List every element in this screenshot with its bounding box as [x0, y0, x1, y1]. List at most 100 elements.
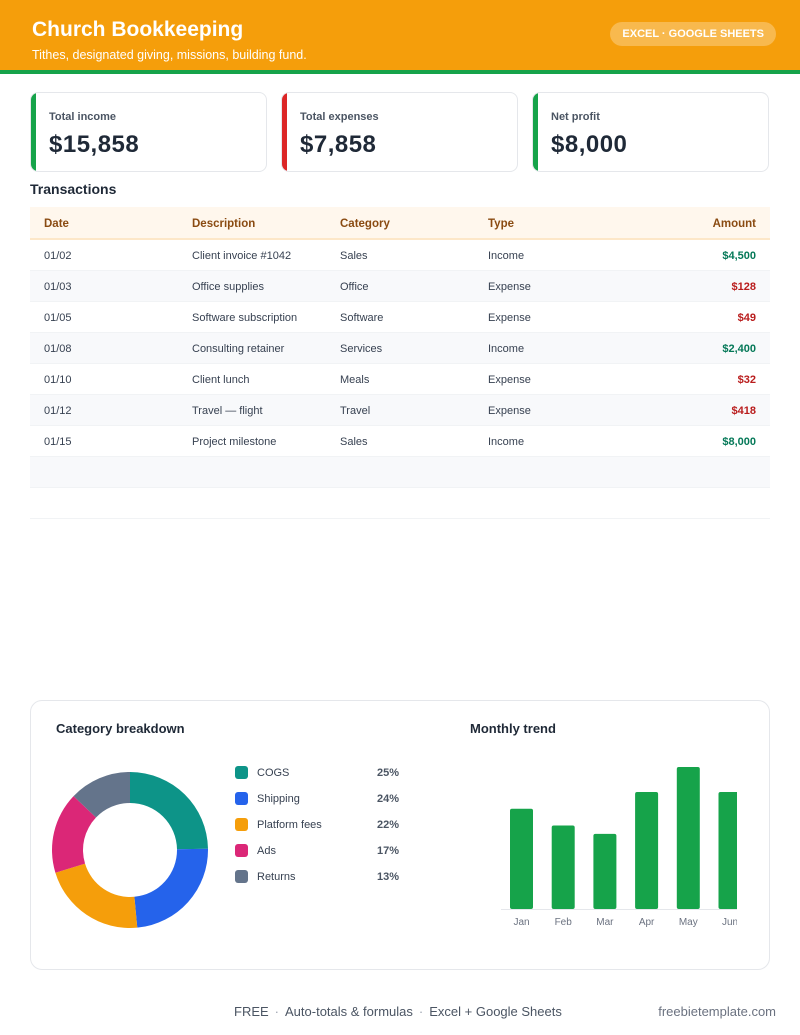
donut-slice-returns	[73, 772, 130, 818]
cell-date: 01/03	[44, 281, 72, 293]
table-row: 01/05 Software subscription Software Expens…	[30, 302, 770, 333]
x-tick-label: Jun	[722, 917, 737, 928]
card-label: Net profit	[551, 111, 600, 123]
cell-type: Expense	[488, 281, 531, 293]
card-accent	[31, 93, 36, 171]
cell-category: Office	[340, 281, 369, 293]
donut-slice-platform-fees	[55, 863, 138, 928]
legend-swatch	[235, 818, 248, 831]
monthly-trend-title: Monthly trend	[470, 721, 556, 736]
footer-item-free: FREE	[234, 1004, 269, 1019]
card-value: $8,000	[551, 131, 628, 158]
card-value: $15,858	[49, 131, 140, 158]
card-accent	[282, 93, 287, 171]
cell-description: Project milestone	[192, 436, 277, 448]
footer-site-link[interactable]: freebietemplate.com	[658, 1004, 776, 1019]
cell-category: Travel	[340, 405, 371, 417]
cell-type: Expense	[488, 374, 531, 386]
cell-description: Office supplies	[192, 281, 264, 293]
x-tick-label: Feb	[555, 917, 573, 928]
transactions-title: Transactions	[30, 181, 117, 197]
card-accent	[533, 93, 538, 171]
bar-may	[676, 767, 700, 909]
cell-description: Consulting retainer	[192, 343, 285, 355]
card-label: Total income	[49, 111, 117, 123]
legend-item: Ads 17%	[235, 844, 405, 858]
cell-type: Income	[488, 250, 525, 262]
separator-dot: ·	[274, 1004, 280, 1019]
cell-amount: $32	[737, 374, 756, 386]
header-banner: Church Bookkeeping Tithes, designated gi…	[0, 0, 800, 70]
cell-category: Meals	[340, 374, 370, 386]
cell-category: Sales	[340, 436, 368, 448]
page-title: Church Bookkeeping	[32, 18, 244, 41]
legend-swatch	[235, 792, 248, 805]
cell-type: Income	[488, 343, 525, 355]
legend-item: Returns 13%	[235, 870, 405, 884]
format-badge: EXCEL · GOOGLE SHEETS	[610, 22, 776, 46]
category-donut-chart	[52, 772, 208, 928]
cell-description: Client invoice #1042	[192, 250, 292, 262]
legend-label: Returns	[257, 871, 296, 883]
bar-jan	[510, 808, 533, 909]
cell-description: Software subscription	[192, 312, 298, 324]
table-row: 01/08 Consulting retainer Services Income $2…	[30, 333, 770, 364]
empty-table-row	[30, 457, 770, 488]
legend-item: Platform fees 22%	[235, 818, 405, 832]
table-header: Date Description Category Type Amount	[30, 207, 770, 240]
empty-table-row	[30, 488, 770, 519]
cell-date: 01/10	[44, 374, 72, 386]
card-value: $7,858	[300, 131, 377, 158]
table-row: 01/03 Office supplies Office Expense $128	[30, 271, 770, 302]
legend-swatch	[235, 766, 248, 779]
cell-description: Client lunch	[192, 374, 250, 386]
x-tick-label: May	[679, 917, 698, 928]
donut-slice-cogs	[130, 772, 208, 850]
table-row: 01/12 Travel — flight Travel Expense $418	[30, 395, 770, 426]
cell-description: Travel — flight	[192, 405, 263, 417]
cell-amount: $8,000	[722, 436, 756, 448]
column-header-category: Category	[340, 218, 390, 230]
transactions-table: Date Description Category Type Amount 01…	[30, 207, 770, 519]
bar-feb	[551, 825, 575, 909]
column-header-type: Type	[488, 218, 514, 230]
legend-label: Ads	[257, 845, 276, 857]
cell-date: 01/15	[44, 436, 72, 448]
net-profit-card: Net profit $8,000	[532, 92, 769, 172]
legend-percent: 24%	[376, 793, 399, 805]
header-stripe	[0, 70, 800, 74]
monthly-trend-chart: Jan Feb Mar Apr May Jun	[501, 767, 737, 928]
legend-percent: 22%	[376, 819, 399, 831]
cell-category: Software	[340, 312, 384, 324]
column-header-amount: Amount	[712, 218, 756, 230]
table-body: 01/02 Client invoice #1042 Sales Income $4,5…	[30, 240, 770, 519]
legend-percent: 17%	[376, 845, 399, 857]
cell-amount: $128	[731, 281, 756, 293]
column-header-date: Date	[44, 218, 69, 230]
cell-amount: $4,500	[722, 250, 756, 262]
x-tick-label: Mar	[596, 917, 614, 928]
total-expenses-card: Total expenses $7,858	[281, 92, 518, 172]
footer-item-platforms: Excel + Google Sheets	[429, 1004, 562, 1019]
legend-percent: 25%	[376, 767, 399, 779]
cell-amount: $418	[731, 405, 756, 417]
cell-category: Services	[340, 343, 383, 355]
cell-type: Income	[488, 436, 525, 448]
page-subtitle: Tithes, designated giving, missions, bui…	[32, 48, 307, 62]
cell-category: Sales	[340, 250, 368, 262]
cell-date: 01/05	[44, 312, 72, 324]
legend-label: COGS	[257, 767, 290, 779]
separator-dot: ·	[418, 1004, 424, 1019]
footer-features: FREE · Auto-totals & formulas · Excel + Goog…	[234, 1004, 562, 1019]
legend-item: COGS 25%	[235, 766, 405, 780]
table-row: 01/15 Project milestone Sales Income $8,000	[30, 426, 770, 457]
cell-amount: $49	[737, 312, 756, 324]
cell-date: 01/02	[44, 250, 72, 262]
donut-slice-ads	[52, 796, 96, 873]
legend-label: Platform fees	[257, 819, 322, 831]
footer-item-formulas: Auto-totals & formulas	[285, 1004, 413, 1019]
legend-label: Shipping	[257, 793, 300, 805]
table-row: 01/02 Client invoice #1042 Sales Income $4,5…	[30, 240, 770, 271]
bar-apr	[635, 792, 659, 909]
